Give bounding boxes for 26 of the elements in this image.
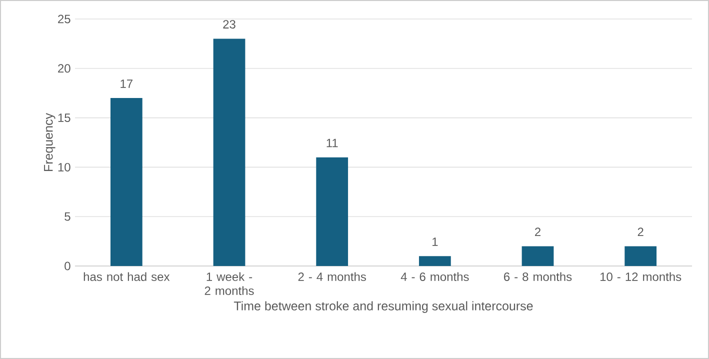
x-tick-label: has not had sex: [84, 272, 170, 282]
y-tick-label: 0: [64, 262, 70, 270]
data-label: 2: [535, 228, 540, 236]
bar: [316, 157, 348, 266]
data-label: 17: [120, 80, 132, 88]
x-tick-label: 4 - 6 months: [400, 272, 469, 282]
data-label: 11: [326, 138, 338, 148]
x-tick-label: 2 - 4 months: [298, 272, 366, 282]
bar: [624, 246, 657, 266]
x-axis-title: Time between stroke and resuming sexual intercourse: [234, 301, 533, 313]
y-axis-title: Frequency: [44, 113, 56, 171]
bar: [213, 38, 246, 266]
bar: [522, 246, 554, 266]
y-tick-label: 15: [58, 114, 70, 122]
x-tick-label: 6 - 8 months: [504, 272, 572, 282]
y-tick-label: 20: [58, 64, 70, 73]
bar: [418, 256, 451, 266]
y-tick-label: 10: [58, 162, 70, 172]
data-label: 2: [638, 228, 644, 236]
bar: [110, 98, 142, 266]
y-tick-label: 5: [64, 212, 70, 221]
y-tick-label: 25: [58, 14, 70, 24]
data-label: 1: [432, 238, 438, 246]
data-label: 23: [223, 20, 236, 29]
x-tick-label: 1 week - 2 months: [204, 272, 254, 296]
x-tick-label: 10 - 12 months: [600, 272, 682, 282]
